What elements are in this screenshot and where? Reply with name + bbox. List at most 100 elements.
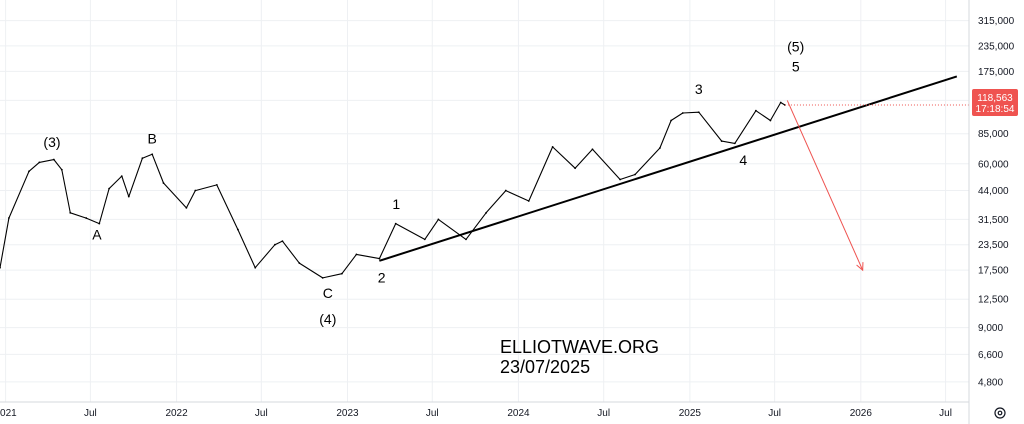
y-tick-label: 23,500 xyxy=(978,240,1009,251)
x-tick-label: Jul xyxy=(939,408,952,419)
arrow-head xyxy=(856,262,864,272)
price-series xyxy=(0,101,786,279)
price-point xyxy=(281,240,284,243)
x-tick-label: 2023 xyxy=(336,408,359,419)
y-tick-label: 44,000 xyxy=(978,186,1009,197)
x-tick-label: 2024 xyxy=(507,408,530,419)
price-point xyxy=(298,262,301,264)
wave-label: C xyxy=(323,285,333,301)
wave-label: (4) xyxy=(319,311,336,327)
price-point xyxy=(423,238,426,241)
grid-lines xyxy=(0,0,969,402)
price-point xyxy=(69,211,72,214)
price-point xyxy=(697,111,700,114)
price-point xyxy=(485,211,488,214)
price-point xyxy=(720,140,723,143)
y-tick-label: 60,000 xyxy=(978,159,1009,170)
x-tick-label: 2026 xyxy=(850,408,873,419)
wave-label: 4 xyxy=(739,152,747,168)
price-point xyxy=(254,266,257,269)
price-point xyxy=(38,161,41,164)
price-point xyxy=(194,189,197,192)
projection-arrow xyxy=(786,100,864,271)
price-point xyxy=(237,228,239,231)
price-point xyxy=(755,109,757,112)
price-point xyxy=(504,189,507,192)
time-axis-ticks: 2021 Jul 2022 Jul 2023 Jul 2024 Jul 2025 Jul 2026 J… xyxy=(0,408,952,419)
wave-label: A xyxy=(92,226,102,242)
price-point xyxy=(215,183,218,186)
time-axis[interactable]: 2021 Jul 2022 Jul 2023 Jul 2024 Jul 2025 Jul 2026 J… xyxy=(0,401,969,419)
price-point xyxy=(151,153,154,156)
last-price-countdown: 17:18:54 xyxy=(976,104,1015,115)
x-tick-label: Jul xyxy=(768,408,781,419)
price-point xyxy=(355,253,358,256)
y-tick-label: 315,000 xyxy=(978,16,1015,27)
price-point xyxy=(658,147,661,149)
trendline-group xyxy=(379,75,969,272)
price-point xyxy=(465,238,467,241)
price-point xyxy=(634,173,636,176)
price-point xyxy=(28,170,30,173)
trendline xyxy=(379,75,958,262)
wave-label: (5) xyxy=(787,39,804,55)
y-tick-label: 17,500 xyxy=(978,266,1009,277)
price-point xyxy=(527,200,530,202)
price-point xyxy=(120,175,123,178)
price-point xyxy=(681,112,684,114)
price-point xyxy=(108,187,111,190)
watermark-line1: ELLIOTWAVE.ORG xyxy=(500,337,659,357)
price-point xyxy=(7,217,10,219)
price-point xyxy=(162,182,165,184)
price-axis-ticks: 315,000235,000175,000125,00085,00060,000… xyxy=(978,16,1015,388)
wave-label: 3 xyxy=(695,81,703,97)
price-point xyxy=(394,222,397,225)
price-point xyxy=(185,206,188,209)
price-point xyxy=(127,195,130,198)
price-point xyxy=(779,101,782,104)
y-tick-label: 175,000 xyxy=(978,67,1015,78)
x-tick-label: Jul xyxy=(597,408,610,419)
price-point xyxy=(670,119,673,122)
price-point xyxy=(340,272,343,275)
price-point xyxy=(52,158,55,161)
x-tick-label: Jul xyxy=(255,408,268,419)
price-point xyxy=(733,142,736,145)
x-tick-label: 2021 xyxy=(0,408,17,419)
last-price-value: 118,563 xyxy=(977,93,1013,104)
x-tick-label: Jul xyxy=(426,408,439,419)
wave-label: 2 xyxy=(378,269,386,285)
price-point xyxy=(591,148,594,151)
y-tick-label: 4,800 xyxy=(978,377,1003,388)
y-tick-label: 9,000 xyxy=(978,323,1003,334)
price-point xyxy=(574,167,577,170)
y-tick-label: 85,000 xyxy=(978,129,1009,140)
last-price-badge xyxy=(972,89,1018,116)
y-tick-label: 12,500 xyxy=(978,295,1009,306)
gear-icon xyxy=(994,407,1006,419)
price-point xyxy=(769,119,772,122)
price-point xyxy=(85,217,88,219)
price-point xyxy=(98,222,101,225)
settings-button[interactable] xyxy=(994,407,1006,419)
price-point xyxy=(619,178,621,181)
wave-label: (3) xyxy=(43,134,60,150)
last-price-box: 118,563 17:18:54 xyxy=(972,89,1018,116)
price-point xyxy=(321,276,324,279)
x-tick-label: Jul xyxy=(84,408,97,419)
watermark-line2: 23/07/2025 xyxy=(500,357,590,377)
price-point xyxy=(378,257,381,260)
price-point xyxy=(0,266,1,269)
price-point xyxy=(437,218,440,221)
price-point xyxy=(274,243,276,246)
wave-label: 5 xyxy=(792,58,800,74)
price-axis[interactable]: 315,000235,000175,000125,00085,00060,000… xyxy=(968,0,1015,424)
wave-labels: (3) A B 1 2 C (4) 3 4 (5) 5 xyxy=(43,39,804,327)
wave-label: 1 xyxy=(392,196,400,212)
wave-label: B xyxy=(148,130,157,146)
price-point xyxy=(141,157,144,160)
x-tick-label: 2022 xyxy=(165,408,188,419)
y-tick-label: 235,000 xyxy=(978,41,1015,52)
watermark: ELLIOTWAVE.ORG 23/07/2025 xyxy=(500,337,659,377)
